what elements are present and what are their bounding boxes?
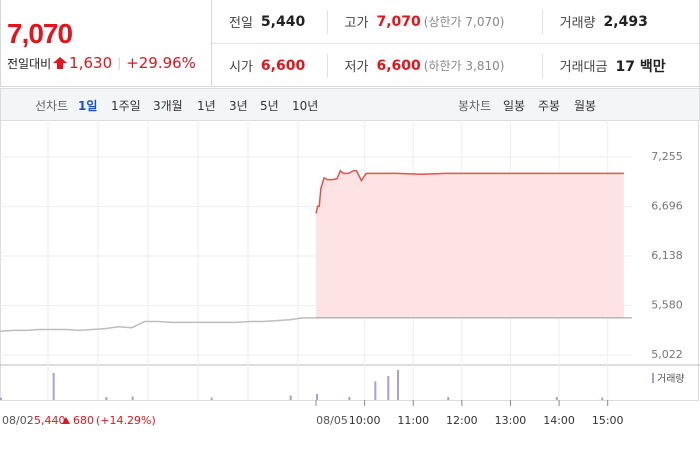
volume-bar xyxy=(131,396,134,400)
tab[interactable]: 3개월 xyxy=(153,99,183,113)
volume-bar xyxy=(348,397,351,400)
info-cell: 거래량 2,493 xyxy=(543,10,699,34)
chart: 7,255 6,696 6,138 5,580 5,022 08/05 10:00 11:00… xyxy=(0,120,700,427)
tab[interactable]: 10년 xyxy=(292,99,319,113)
change-label: 전일대비 xyxy=(7,56,52,71)
info-value: 17 백만 xyxy=(615,58,666,75)
info-label: 전일 xyxy=(229,16,253,31)
prev-change-pct: (+14.29%) xyxy=(96,414,156,427)
tab[interactable]: 주봉 xyxy=(538,99,561,113)
info-grid: 전일 5,440 고가 7,070 (상한가 7,070) 거래량 2,493 시가 6,600… xyxy=(212,0,699,86)
volume-bar xyxy=(316,394,318,400)
x-tick-label: 15:00 xyxy=(592,414,624,427)
volume-bar xyxy=(447,397,450,400)
info-sub: (하한가 3,810) xyxy=(423,59,505,73)
info-cell: 고가 7,070 (상한가 7,070) xyxy=(328,9,543,34)
info-row: 시가 6,600 저가 6,600 (하한가 3,810) 거래대금 17 백만 xyxy=(212,43,699,87)
tab-bar: 선차트 1일 1주일 3개월 1년 3년 5년 10년 봉차트 일봉 주봉 월봉 xyxy=(0,88,700,121)
info-label: 거래량 xyxy=(559,16,596,31)
prev-line xyxy=(0,317,316,332)
y-tick-label: 5,022 xyxy=(651,348,683,361)
legend-label: 거래량 xyxy=(657,373,685,385)
info-cell: 전일 5,440 xyxy=(212,9,328,34)
x-tick-label: 13:00 xyxy=(495,414,527,427)
x-tick-label: 14:00 xyxy=(543,414,575,427)
info-value: 6,600 xyxy=(376,57,421,74)
y-tick-label: 5,580 xyxy=(651,299,683,312)
info-label: 시가 xyxy=(229,60,253,75)
info-cell: 저가 6,600 (하한가 3,810) xyxy=(328,53,543,78)
x-tick-label: 11:00 xyxy=(397,414,429,427)
prev-date: 08/02 xyxy=(2,414,34,427)
tab[interactable]: 1일 xyxy=(78,99,98,113)
volume-bar xyxy=(387,376,390,400)
tab[interactable]: 월봉 xyxy=(574,99,597,113)
tab[interactable]: 5년 xyxy=(260,99,279,113)
x-tick-label: 10:00 xyxy=(349,414,381,427)
volume-bar xyxy=(0,397,2,400)
change-pct: +29.96% xyxy=(126,54,196,72)
prev-change: 680 xyxy=(73,414,94,427)
info-value: 2,493 xyxy=(603,13,648,30)
info-row: 전일 5,440 고가 7,070 (상한가 7,070) 거래량 2,493 xyxy=(212,0,699,43)
plot-frame xyxy=(0,120,699,401)
info-value: 6,600 xyxy=(260,57,306,74)
legend-swatch xyxy=(652,373,654,383)
y-tick-label: 7,255 xyxy=(651,150,683,163)
change: 전일대비 1,630 | +29.96% xyxy=(7,54,196,72)
volume-bar xyxy=(289,395,292,400)
day-label: 08/05 xyxy=(316,414,348,427)
volume-bar xyxy=(555,397,558,400)
volume-bar xyxy=(210,397,213,400)
volume-bar xyxy=(397,370,400,400)
tab[interactable]: 일봉 xyxy=(503,99,526,113)
today-area xyxy=(316,170,624,318)
info-label: 거래대금 xyxy=(559,60,608,75)
header: 7,070 전일대비 1,630 | +29.96% 전일 5,440 고가 7,07… xyxy=(0,0,700,87)
prev-close: 5,440 xyxy=(34,414,66,427)
volume-bar xyxy=(52,373,55,400)
info-sub: (상한가 7,070) xyxy=(423,15,505,29)
y-tick-label: 6,138 xyxy=(651,249,683,262)
up-icon xyxy=(53,57,68,69)
price-box: 7,070 전일대비 1,630 | +29.96% xyxy=(1,0,212,86)
tab[interactable]: 3년 xyxy=(229,99,248,113)
tab[interactable]: 1주일 xyxy=(111,99,141,113)
tab-group-label: 선차트 xyxy=(35,99,69,113)
volume-bar xyxy=(601,397,604,400)
info-value: 5,440 xyxy=(260,13,306,30)
volume-bar xyxy=(105,397,108,400)
x-tick-label: 12:00 xyxy=(446,414,478,427)
change-value: 1,630 xyxy=(69,54,113,72)
info-value: 7,070 xyxy=(376,13,421,30)
volume-bar xyxy=(374,381,377,400)
tab-group-label: 봉차트 xyxy=(458,99,492,113)
y-tick-label: 6,696 xyxy=(651,200,683,213)
info-cell: 시가 6,600 xyxy=(212,53,328,78)
today-line xyxy=(315,169,624,214)
tab[interactable]: 1년 xyxy=(197,99,216,113)
price: 7,070 xyxy=(7,18,73,49)
info-label: 고가 xyxy=(344,16,369,31)
info-label: 저가 xyxy=(344,60,369,75)
info-cell: 거래대금 17 백만 xyxy=(543,54,699,78)
up-triangle xyxy=(62,417,70,424)
